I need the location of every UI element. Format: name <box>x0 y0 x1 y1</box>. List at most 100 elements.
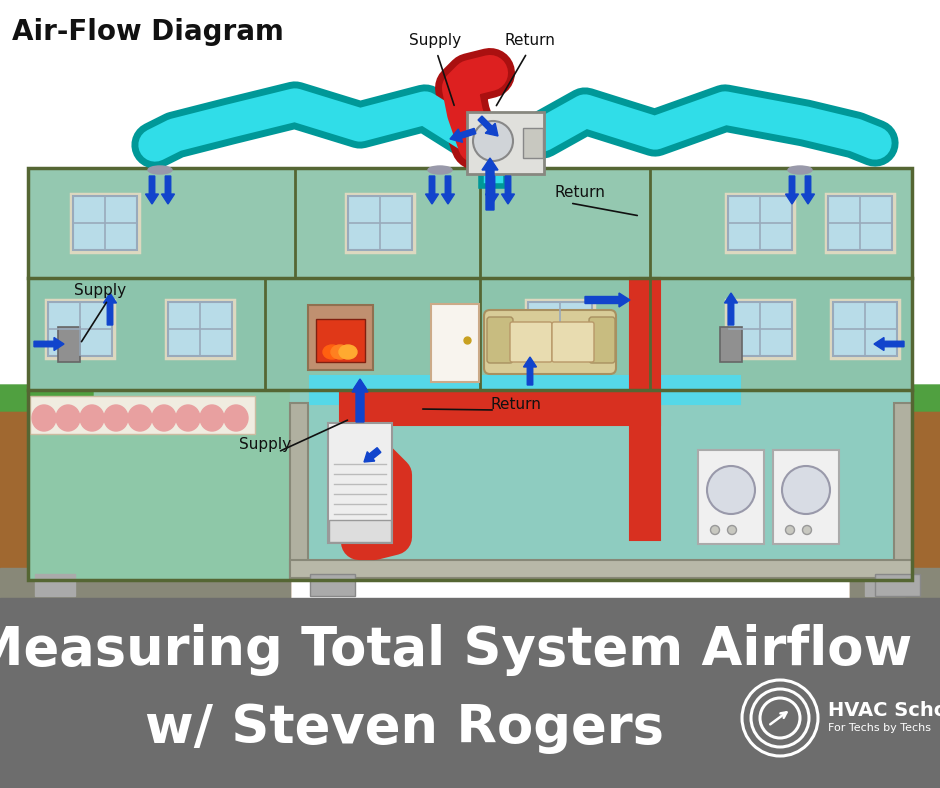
Ellipse shape <box>176 405 200 431</box>
Bar <box>290 403 308 578</box>
Ellipse shape <box>323 345 341 359</box>
Bar <box>0 568 290 598</box>
FancyBboxPatch shape <box>510 322 552 362</box>
FancyBboxPatch shape <box>773 450 839 544</box>
FancyArrow shape <box>352 380 368 422</box>
FancyBboxPatch shape <box>308 305 373 370</box>
FancyArrow shape <box>725 293 738 325</box>
FancyArrow shape <box>502 176 514 204</box>
Bar <box>894 403 912 578</box>
Bar <box>30 170 910 276</box>
Ellipse shape <box>339 345 357 359</box>
FancyArrow shape <box>802 176 814 204</box>
FancyArrow shape <box>34 337 64 351</box>
FancyArrow shape <box>482 158 498 210</box>
Circle shape <box>782 466 830 514</box>
Ellipse shape <box>148 166 172 174</box>
Bar <box>720 327 742 362</box>
Bar <box>329 520 391 542</box>
Bar <box>0 0 940 598</box>
Bar <box>30 396 255 434</box>
FancyArrow shape <box>786 176 798 204</box>
Bar <box>28 168 912 580</box>
FancyArrow shape <box>364 448 381 462</box>
Text: Return: Return <box>490 397 540 412</box>
FancyBboxPatch shape <box>552 322 594 362</box>
Bar <box>865 574 905 596</box>
Bar <box>0 0 940 168</box>
Ellipse shape <box>32 405 56 431</box>
Ellipse shape <box>224 405 248 431</box>
FancyBboxPatch shape <box>484 310 616 374</box>
Bar <box>850 390 940 598</box>
FancyBboxPatch shape <box>528 302 592 356</box>
Text: HVAC School: HVAC School <box>828 701 940 719</box>
Text: Supply: Supply <box>409 33 461 48</box>
FancyArrow shape <box>585 293 630 307</box>
FancyArrow shape <box>874 337 904 351</box>
FancyBboxPatch shape <box>589 317 615 363</box>
Text: Supply: Supply <box>74 283 126 298</box>
FancyArrow shape <box>162 176 175 204</box>
FancyBboxPatch shape <box>73 196 137 250</box>
Ellipse shape <box>152 405 176 431</box>
FancyArrow shape <box>103 293 117 325</box>
Ellipse shape <box>200 405 224 431</box>
Ellipse shape <box>80 405 104 431</box>
Bar <box>310 376 740 404</box>
Text: Supply: Supply <box>239 437 291 452</box>
FancyArrow shape <box>524 357 537 385</box>
Ellipse shape <box>128 405 152 431</box>
Bar <box>30 280 910 388</box>
Circle shape <box>728 526 737 534</box>
FancyBboxPatch shape <box>48 302 112 356</box>
FancyArrow shape <box>485 176 498 204</box>
Ellipse shape <box>331 345 349 359</box>
Circle shape <box>473 121 513 161</box>
Bar <box>0 390 290 598</box>
Text: For Techs by Techs: For Techs by Techs <box>828 723 931 733</box>
FancyBboxPatch shape <box>328 423 392 543</box>
Circle shape <box>803 526 811 534</box>
FancyArrow shape <box>353 379 367 419</box>
FancyBboxPatch shape <box>0 385 93 411</box>
FancyArrow shape <box>478 116 498 136</box>
Bar <box>290 560 912 578</box>
FancyBboxPatch shape <box>316 319 365 362</box>
Bar <box>310 574 355 596</box>
FancyBboxPatch shape <box>728 196 792 250</box>
Bar <box>290 392 910 578</box>
Bar <box>523 128 543 158</box>
Text: Air-Flow Diagram: Air-Flow Diagram <box>12 18 284 46</box>
FancyArrow shape <box>442 176 455 204</box>
Circle shape <box>711 526 719 534</box>
FancyBboxPatch shape <box>728 302 792 356</box>
FancyBboxPatch shape <box>467 112 544 174</box>
FancyBboxPatch shape <box>842 385 940 411</box>
Bar <box>28 168 912 580</box>
Text: Return: Return <box>555 185 606 200</box>
Circle shape <box>707 466 755 514</box>
Text: w/ Steven Rogers: w/ Steven Rogers <box>145 702 664 754</box>
Ellipse shape <box>488 166 512 174</box>
FancyBboxPatch shape <box>828 196 892 250</box>
Bar <box>630 278 660 540</box>
Text: Return: Return <box>505 33 556 48</box>
FancyArrow shape <box>146 176 159 204</box>
FancyArrow shape <box>450 128 476 143</box>
FancyBboxPatch shape <box>431 304 479 382</box>
Bar <box>875 574 920 596</box>
Ellipse shape <box>788 166 812 174</box>
Bar <box>58 327 80 362</box>
Bar <box>340 393 660 425</box>
FancyBboxPatch shape <box>698 450 764 544</box>
Text: Measuring Total System Airflow: Measuring Total System Airflow <box>0 624 913 676</box>
Bar <box>850 568 940 598</box>
FancyBboxPatch shape <box>833 302 897 356</box>
Bar <box>35 574 75 596</box>
FancyBboxPatch shape <box>348 196 412 250</box>
Ellipse shape <box>104 405 128 431</box>
FancyBboxPatch shape <box>168 302 232 356</box>
Circle shape <box>786 526 794 534</box>
FancyArrow shape <box>426 176 438 204</box>
